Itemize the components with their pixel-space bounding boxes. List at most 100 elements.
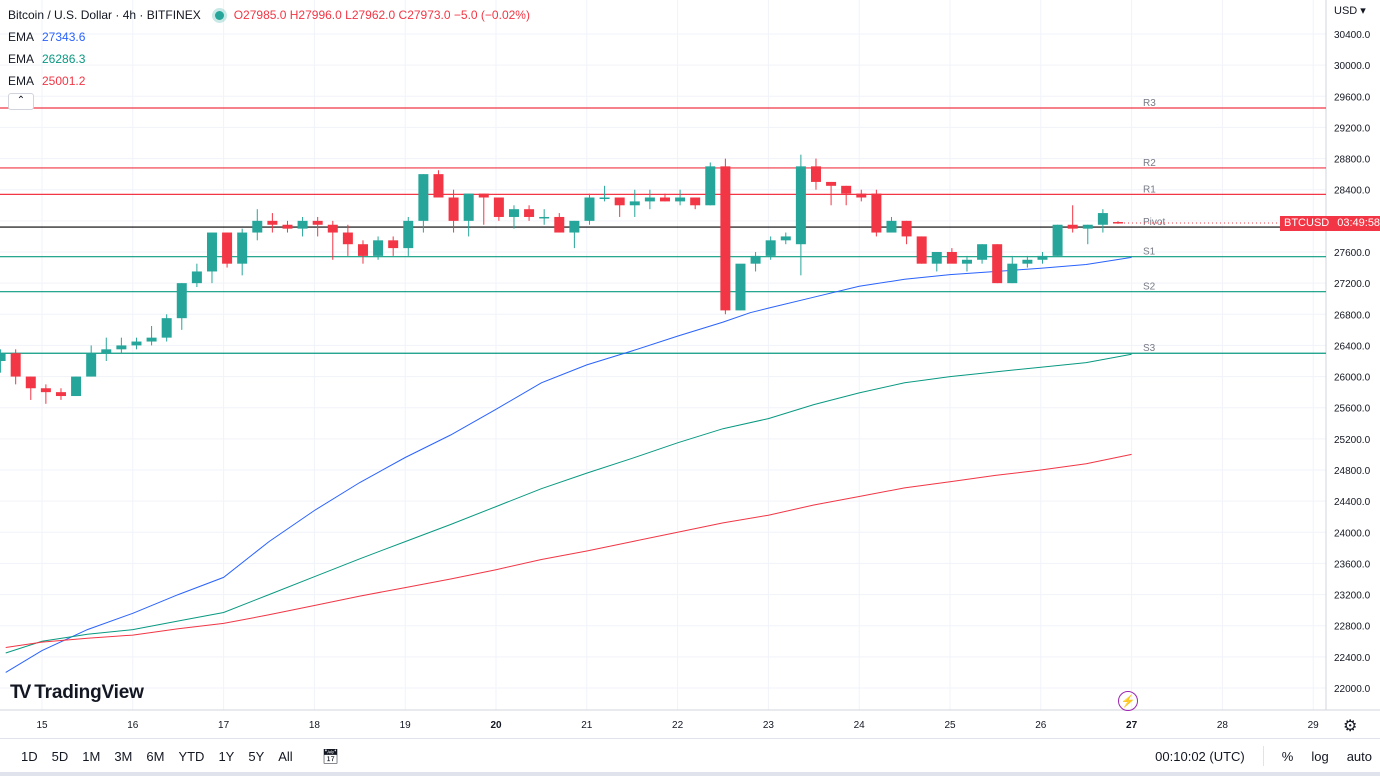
candle-body <box>1007 263 1018 284</box>
price-tick-label: 29600.0 <box>1334 92 1371 103</box>
time-tick-label: 16 <box>127 720 139 731</box>
timeframe-5d[interactable]: 5D <box>51 748 69 764</box>
brand-name: TradingView <box>34 682 144 703</box>
currency-selector[interactable]: USD ▾ <box>1334 5 1366 17</box>
pivot-level-label: R3 <box>1143 98 1156 109</box>
candle-body <box>418 174 429 221</box>
candle-body <box>40 388 51 393</box>
lightning-icon[interactable]: ⚡ <box>1118 691 1138 711</box>
candle-body <box>433 174 444 198</box>
candle-body <box>297 220 308 229</box>
candle-body <box>977 244 988 260</box>
candle-body <box>131 341 142 346</box>
time-tick-label: 26 <box>1035 720 1047 731</box>
candle-body <box>176 283 187 319</box>
time-tick-label: 25 <box>944 720 956 731</box>
log-toggle[interactable]: log <box>1311 748 1329 764</box>
ema-line <box>5 453 1132 648</box>
timeframe-6m[interactable]: 6M <box>146 748 165 764</box>
price-tick-label: 26800.0 <box>1334 310 1371 321</box>
divider <box>1262 746 1264 766</box>
timeframe-5y[interactable]: 5Y <box>248 748 265 764</box>
pivot-level-label: R1 <box>1143 184 1156 195</box>
candle-body <box>720 166 731 311</box>
price-tick-label: 27600.0 <box>1334 248 1371 259</box>
auto-toggle[interactable]: auto <box>1346 748 1372 764</box>
symbol-title[interactable]: Bitcoin / U.S. Dollar · 4h · BITFINEX <box>8 8 201 22</box>
candle-body <box>599 197 610 199</box>
candle-body <box>659 197 670 202</box>
percent-toggle[interactable]: % <box>1281 748 1294 764</box>
timeframe-all[interactable]: All <box>278 748 293 764</box>
candle-body <box>569 220 580 233</box>
timeframe-ytd[interactable]: YTD <box>178 748 205 764</box>
price-tick-label: 23600.0 <box>1334 559 1371 570</box>
pivot-level-label: S2 <box>1143 282 1156 293</box>
indicator-value: 26286.3 <box>42 52 86 66</box>
time-tick-label: 19 <box>400 720 412 731</box>
price-tick-label: 22800.0 <box>1334 622 1371 633</box>
timeframe-3m[interactable]: 3M <box>114 748 133 764</box>
candle-body <box>644 197 655 202</box>
calendar-range-icon[interactable]: 📅︎ <box>321 747 340 764</box>
indicator-ema-3[interactable]: EMA 25001.2 <box>8 70 530 92</box>
candle-body <box>1052 224 1063 256</box>
candle-body <box>614 197 625 206</box>
candle-body <box>493 197 504 217</box>
candle-body <box>357 244 368 256</box>
pivot-level-label: S1 <box>1143 247 1156 258</box>
candle-body <box>373 240 384 256</box>
chevron-up-icon[interactable]: ⌃ <box>8 93 34 110</box>
tradingview-logo[interactable]: TV TradingView <box>10 682 144 704</box>
candle-body <box>403 220 414 249</box>
indicator-label: EMA <box>8 74 35 88</box>
candle-body <box>584 197 595 221</box>
timeframe-1m[interactable]: 1M <box>82 748 101 764</box>
candle-body <box>86 353 97 377</box>
price-tick-label: 30400.0 <box>1334 30 1371 41</box>
utc-clock[interactable]: 00:10:02 (UTC) <box>1155 748 1245 764</box>
candle-body <box>841 185 852 194</box>
indicator-value: 25001.2 <box>42 74 86 88</box>
candle-body <box>0 353 6 361</box>
indicator-label: EMA <box>8 52 35 66</box>
candle-body <box>1097 213 1108 225</box>
candle-body <box>508 209 519 217</box>
price-tick-label: 25200.0 <box>1334 435 1371 446</box>
indicator-ema-1[interactable]: EMA 27343.6 <box>8 26 530 48</box>
candle-body <box>901 220 912 237</box>
candle-body <box>946 252 957 264</box>
candle-body <box>992 244 1003 284</box>
indicator-label: EMA <box>8 30 35 44</box>
timeframe-1d[interactable]: 1D <box>21 748 38 764</box>
price-chart[interactable]: 22000.0 22400.0 22800.0 23200.0 23600.0 24000… <box>0 0 1380 738</box>
time-tick-label: 27 <box>1126 720 1138 731</box>
candle-body <box>539 216 550 219</box>
time-tick-label: 23 <box>763 720 775 731</box>
candle-body <box>191 271 202 284</box>
candle-body <box>826 181 837 186</box>
candle-body <box>629 201 640 206</box>
currency-label: USD <box>1334 5 1358 17</box>
price-tick-label: 25600.0 <box>1334 404 1371 415</box>
price-tick-label: 27200.0 <box>1334 279 1371 290</box>
candle-body <box>1067 224 1078 229</box>
timeframe-1y[interactable]: 1Y <box>218 748 235 764</box>
bottom-right-controls: 00:10:02 (UTC) % log auto <box>1155 739 1372 773</box>
bottom-strip <box>0 772 1380 776</box>
candle-body <box>327 224 338 233</box>
candle-body <box>554 216 565 233</box>
candle-body <box>146 337 157 342</box>
time-tick-label: 21 <box>581 720 593 731</box>
gear-icon[interactable]: ⚙ <box>1343 718 1358 735</box>
symbol-row: Bitcoin / U.S. Dollar · 4h · BITFINEX O2… <box>8 4 530 26</box>
price-tick-label: 24000.0 <box>1334 528 1371 539</box>
candle-body <box>856 193 867 198</box>
candle-body <box>448 197 459 221</box>
timeframe-selector: 1D 5D 1M 3M 6M YTD 1Y 5Y All <box>14 749 300 764</box>
candle-body <box>1112 222 1123 224</box>
price-tick-label: 24400.0 <box>1334 497 1371 508</box>
pivot-level-label: S3 <box>1143 343 1156 354</box>
candle-body <box>312 220 323 225</box>
indicator-ema-2[interactable]: EMA 26286.3 <box>8 48 530 70</box>
